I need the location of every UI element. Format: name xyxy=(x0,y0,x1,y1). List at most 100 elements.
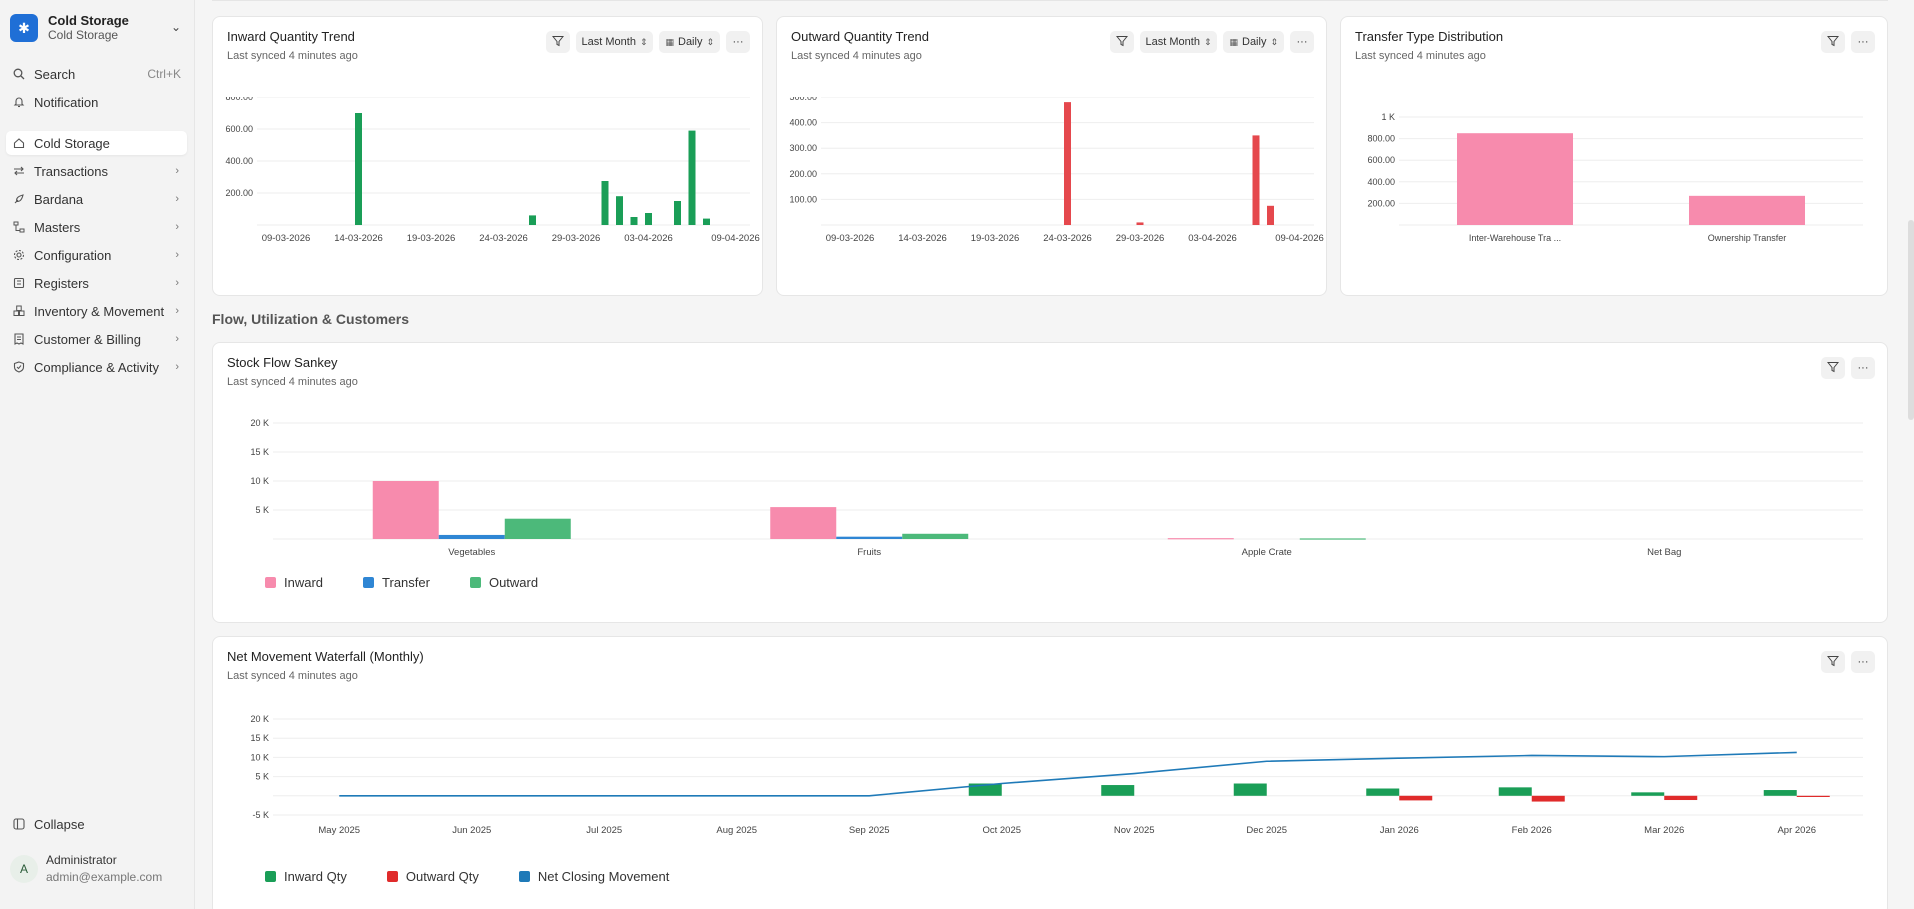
sidebar-item-label: Inventory & Movement xyxy=(34,303,165,319)
workspace-switcher[interactable]: ✱ Cold Storage Cold Storage ⌄ xyxy=(10,10,185,46)
more-button[interactable]: ··· xyxy=(1290,31,1314,53)
more-icon: ··· xyxy=(1296,36,1308,48)
x-tick-label: Dec 2025 xyxy=(1246,825,1287,836)
x-tick-label: 24-03-2026 xyxy=(1043,233,1092,244)
legend-label: Outward xyxy=(488,575,539,590)
filter-button[interactable] xyxy=(1821,651,1845,673)
sidebar-item-configuration[interactable]: Configuration › xyxy=(6,243,187,267)
chevron-right-icon: › xyxy=(175,221,179,233)
y-tick-label: 800.00 xyxy=(1367,134,1395,144)
search-button[interactable]: Search Ctrl+K xyxy=(6,62,187,86)
notification-button[interactable]: Notification xyxy=(6,90,187,114)
sidebar-item-cold-storage[interactable]: Cold Storage xyxy=(6,131,187,155)
filter-button[interactable] xyxy=(545,31,570,53)
collapse-icon xyxy=(12,817,26,831)
bar xyxy=(616,196,623,225)
collapse-label: Collapse xyxy=(34,816,85,832)
bar xyxy=(1366,788,1400,796)
y-tick-label: 15 K xyxy=(250,447,269,457)
more-icon: ··· xyxy=(1857,656,1869,668)
chevron-right-icon: › xyxy=(175,193,179,205)
more-icon: ··· xyxy=(732,36,744,48)
range-value: Last Month xyxy=(1145,36,1200,48)
x-tick-label: Mar 2026 xyxy=(1644,825,1684,836)
filter-button[interactable] xyxy=(1821,31,1845,53)
granularity-value: Daily xyxy=(1242,36,1267,48)
legend-swatch xyxy=(518,871,530,882)
sidebar-item-compliance-activity[interactable]: Compliance & Activity › xyxy=(6,355,187,379)
legend-label: Inward Qty xyxy=(284,869,347,884)
y-tick-label: 500.00 xyxy=(789,97,817,102)
granularity-select[interactable]: ▦ Daily ⇕ xyxy=(659,31,720,53)
x-tick-label: 14-03-2026 xyxy=(334,233,383,244)
filter-button[interactable] xyxy=(1109,31,1134,53)
more-button[interactable]: ··· xyxy=(1851,357,1875,379)
filter-button[interactable] xyxy=(1821,357,1845,379)
collapse-button[interactable]: Collapse xyxy=(6,812,187,836)
card-subtitle: Last synced 4 minutes ago xyxy=(1355,50,1486,62)
updown-icon: ⇕ xyxy=(1203,36,1212,47)
legend-item[interactable]: Transfer xyxy=(363,575,430,590)
legend-item[interactable]: Outward Qty xyxy=(386,869,479,884)
sidebar-item-registers[interactable]: Registers › xyxy=(6,271,187,295)
legend-item[interactable]: Net Closing Movement xyxy=(518,869,669,884)
x-tick-label: 24-03-2026 xyxy=(479,233,528,244)
range-select[interactable]: Last Month ⇕ xyxy=(1139,31,1218,53)
card-title: Transfer Type Distribution xyxy=(1355,29,1504,44)
bar xyxy=(1101,785,1135,796)
user-name: Administrator xyxy=(46,853,117,867)
sidebar-item-bardana[interactable]: Bardana › xyxy=(6,187,187,211)
bar xyxy=(1763,790,1797,796)
bar xyxy=(1267,205,1274,225)
boxes-icon xyxy=(12,304,26,318)
sidebar-item-masters[interactable]: Masters › xyxy=(6,215,187,239)
y-tick-label: 200.00 xyxy=(225,188,253,198)
legend-item[interactable]: Inward xyxy=(265,575,323,590)
legend-swatch xyxy=(469,577,481,588)
user-menu[interactable]: A Administrator admin@example.com xyxy=(10,852,162,886)
legend-item[interactable]: Outward xyxy=(469,575,539,590)
range-select[interactable]: Last Month ⇕ xyxy=(575,31,654,53)
chevron-right-icon: › xyxy=(175,333,179,345)
bar xyxy=(836,536,903,539)
scrollbar[interactable] xyxy=(1908,220,1914,420)
outward-trend-card: Outward Quantity Trend Last synced 4 min… xyxy=(776,16,1327,296)
shield-icon xyxy=(12,360,26,374)
y-tick-label: 10 K xyxy=(250,752,269,762)
sidebar-item-label: Customer & Billing xyxy=(34,331,141,347)
bar xyxy=(1531,795,1565,802)
search-icon xyxy=(12,67,26,81)
sidebar-item-customer-billing[interactable]: Customer & Billing › xyxy=(6,327,187,351)
bar xyxy=(1167,538,1234,540)
legend-item[interactable]: Inward Qty xyxy=(265,869,347,884)
sidebar-item-inventory-movement[interactable]: Inventory & Movement › xyxy=(6,299,187,323)
avatar: A xyxy=(10,855,38,883)
more-button[interactable]: ··· xyxy=(1851,31,1875,53)
legend-swatch xyxy=(386,871,398,882)
x-tick-label: 29-03-2026 xyxy=(552,233,601,244)
more-icon: ··· xyxy=(1857,36,1869,48)
granularity-select[interactable]: ▦ Daily ⇕ xyxy=(1223,31,1284,53)
calendar-icon: ▦ xyxy=(1229,36,1238,47)
y-tick-label: -5 K xyxy=(252,810,269,820)
y-tick-label: 400.00 xyxy=(225,156,253,166)
legend-label: Inward xyxy=(284,575,324,590)
notification-label: Notification xyxy=(34,94,99,110)
more-button[interactable]: ··· xyxy=(726,31,750,53)
updown-icon: ⇕ xyxy=(706,36,714,47)
snowflake-icon: ✱ xyxy=(10,14,38,42)
sidebar-item-label: Transactions xyxy=(34,163,108,179)
swap-icon xyxy=(12,164,26,178)
x-tick-label: Apple Crate xyxy=(1242,547,1292,558)
bar xyxy=(1299,538,1366,540)
sidebar-item-transactions[interactable]: Transactions › xyxy=(6,159,187,183)
x-tick-label: Vegetables xyxy=(448,547,495,558)
x-tick-label: Sep 2025 xyxy=(849,825,890,836)
bar xyxy=(1064,102,1071,225)
granularity-value: Daily xyxy=(678,36,703,48)
bar xyxy=(1399,795,1433,801)
more-button[interactable]: ··· xyxy=(1851,651,1875,673)
card-title: Stock Flow Sankey xyxy=(227,355,338,370)
bar xyxy=(438,534,505,539)
search-label: Search xyxy=(34,66,76,82)
